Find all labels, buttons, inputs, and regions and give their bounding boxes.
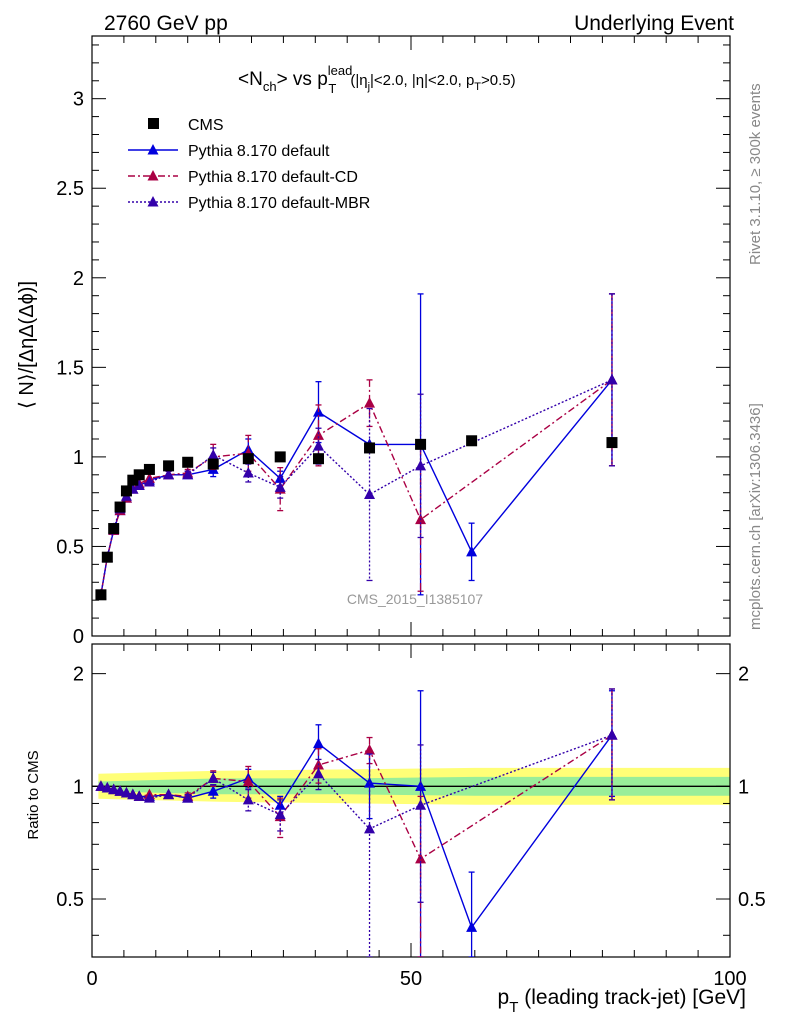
data-point [364, 488, 376, 500]
data-point [127, 788, 139, 800]
ratio-plot-panel: 0 50 100 0.5 0.5 1 1 2 2 [56, 643, 766, 990]
data-point [364, 744, 376, 755]
data-point [133, 469, 145, 481]
data-point [114, 785, 126, 796]
analysis-watermark: CMS_2015_I1385107 [347, 591, 483, 607]
data-point [182, 456, 194, 468]
data-point [242, 793, 254, 805]
y-tick-label-right: 1 [738, 776, 749, 798]
x-tick-label: 100 [713, 968, 746, 990]
data-point [108, 783, 120, 795]
rivet-label: Rivet 3.1.10, ≥ 300k events [747, 83, 764, 265]
data-point [143, 792, 155, 803]
y-tick-label-right: 2 [738, 664, 749, 686]
legend-label: CMS [188, 117, 224, 134]
data-point [163, 788, 175, 800]
legend-marker [147, 196, 159, 207]
data-point [364, 442, 376, 454]
data-point [312, 440, 324, 451]
data-point [364, 397, 376, 408]
x-tick-label: 50 [400, 968, 422, 990]
legend-label: Pythia 8.170 default [188, 143, 330, 160]
data-point [95, 589, 107, 601]
data-point [312, 737, 324, 749]
data-point [312, 767, 324, 779]
ratio-series [95, 688, 618, 957]
series-line [100, 379, 613, 595]
data-point [466, 545, 478, 557]
data-point [207, 785, 219, 796]
legend-marker [147, 144, 159, 155]
series-line [100, 379, 613, 595]
legend-marker [147, 170, 159, 181]
data-point [182, 468, 194, 480]
data-point [415, 438, 427, 450]
x-axis-label: pT (leading track-jet) [GeV] [498, 986, 746, 1016]
y-tick-label: 1.5 [56, 357, 84, 379]
data-point [207, 772, 219, 783]
legend-marker [148, 118, 159, 129]
data-point [242, 453, 254, 465]
header-left: 2760 GeV pp [104, 12, 228, 35]
data-point [466, 921, 478, 932]
data-point [364, 822, 376, 834]
data-point [133, 479, 145, 491]
data-point [274, 481, 286, 492]
plot-title: <Nch> vs plead T (|ηj|<2.0, |η|<2.0, pT>0.… [238, 63, 516, 96]
y-tick-label: 2.5 [56, 178, 84, 200]
data-point [127, 474, 139, 486]
data-point [466, 435, 478, 447]
data-point [606, 373, 618, 385]
data-point [114, 501, 126, 513]
y-tick-label: 1 [73, 776, 84, 798]
y-axis-label-main: ⟨ N⟩/[ΔηΔ(Δϕ)] [16, 281, 38, 409]
data-point [133, 790, 145, 801]
y-tick-label: 0.5 [56, 536, 84, 558]
y-tick-label-right: 0.5 [738, 889, 766, 911]
x-tick-label: 0 [86, 968, 97, 990]
header-right: Underlying Event [574, 12, 734, 35]
y-tick-label: 3 [73, 89, 84, 111]
data-point [312, 453, 324, 465]
y-tick-label: 2 [73, 268, 84, 290]
data-point [415, 799, 427, 810]
mcplots-label: mcplots.cern.ch [arXiv:1306.3436] [747, 403, 764, 630]
data-point [207, 458, 219, 470]
data-point [606, 437, 618, 449]
data-point [242, 775, 254, 787]
data-point [101, 781, 113, 793]
main-plot-panel: 0 0.5 1 1.5 2 2.5 3 [56, 35, 731, 648]
legend-label: Pythia 8.170 default-MBR [188, 195, 370, 212]
y-tick-label: 0.5 [56, 889, 84, 911]
legend-label: Pythia 8.170 default-CD [188, 169, 358, 186]
data-point [163, 468, 175, 480]
series-line [100, 734, 613, 929]
data-point [143, 475, 155, 487]
data-point [143, 463, 155, 475]
data-point [163, 460, 175, 472]
data-point [120, 786, 132, 798]
data-point [182, 792, 194, 803]
data-point [95, 780, 107, 791]
data-point [274, 808, 286, 820]
data-point [120, 485, 132, 497]
data-point [207, 449, 219, 460]
data-point [108, 523, 120, 535]
y-tick-label: 1 [73, 447, 84, 469]
y-axis-label-ratio: Ratio to CMS [25, 750, 42, 839]
y-tick-label: 2 [73, 664, 84, 686]
data-point [242, 467, 254, 478]
data-point [101, 551, 113, 563]
data-point [606, 729, 618, 740]
legend: CMS Pythia 8.170 default Pythia 8.170 defa… [128, 117, 370, 212]
data-point [274, 451, 286, 463]
data-point [312, 429, 324, 440]
y-tick-label: 0 [73, 626, 84, 648]
data-point [415, 459, 427, 471]
